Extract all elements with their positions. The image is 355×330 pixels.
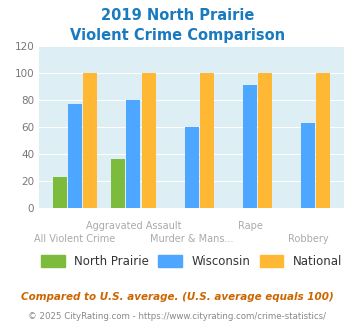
Text: Rape: Rape: [237, 221, 262, 231]
Bar: [53, 177, 67, 208]
Text: Aggravated Assault: Aggravated Assault: [86, 221, 181, 231]
Bar: [258, 73, 272, 208]
Text: 2019 North Prairie: 2019 North Prairie: [101, 8, 254, 23]
Bar: [68, 104, 82, 208]
Bar: [83, 73, 97, 208]
Bar: [142, 73, 155, 208]
Text: Murder & Mans...: Murder & Mans...: [150, 234, 234, 244]
Text: © 2025 CityRating.com - https://www.cityrating.com/crime-statistics/: © 2025 CityRating.com - https://www.city…: [28, 312, 327, 321]
Bar: [301, 123, 315, 208]
Bar: [200, 73, 214, 208]
Text: All Violent Crime: All Violent Crime: [34, 234, 116, 244]
Bar: [111, 159, 125, 208]
Text: Compared to U.S. average. (U.S. average equals 100): Compared to U.S. average. (U.S. average …: [21, 292, 334, 302]
Text: Robbery: Robbery: [288, 234, 329, 244]
Text: Violent Crime Comparison: Violent Crime Comparison: [70, 28, 285, 43]
Bar: [316, 73, 331, 208]
Legend: North Prairie, Wisconsin, National: North Prairie, Wisconsin, National: [36, 251, 347, 273]
Bar: [126, 100, 140, 208]
Bar: [243, 85, 257, 208]
Bar: [185, 127, 199, 208]
